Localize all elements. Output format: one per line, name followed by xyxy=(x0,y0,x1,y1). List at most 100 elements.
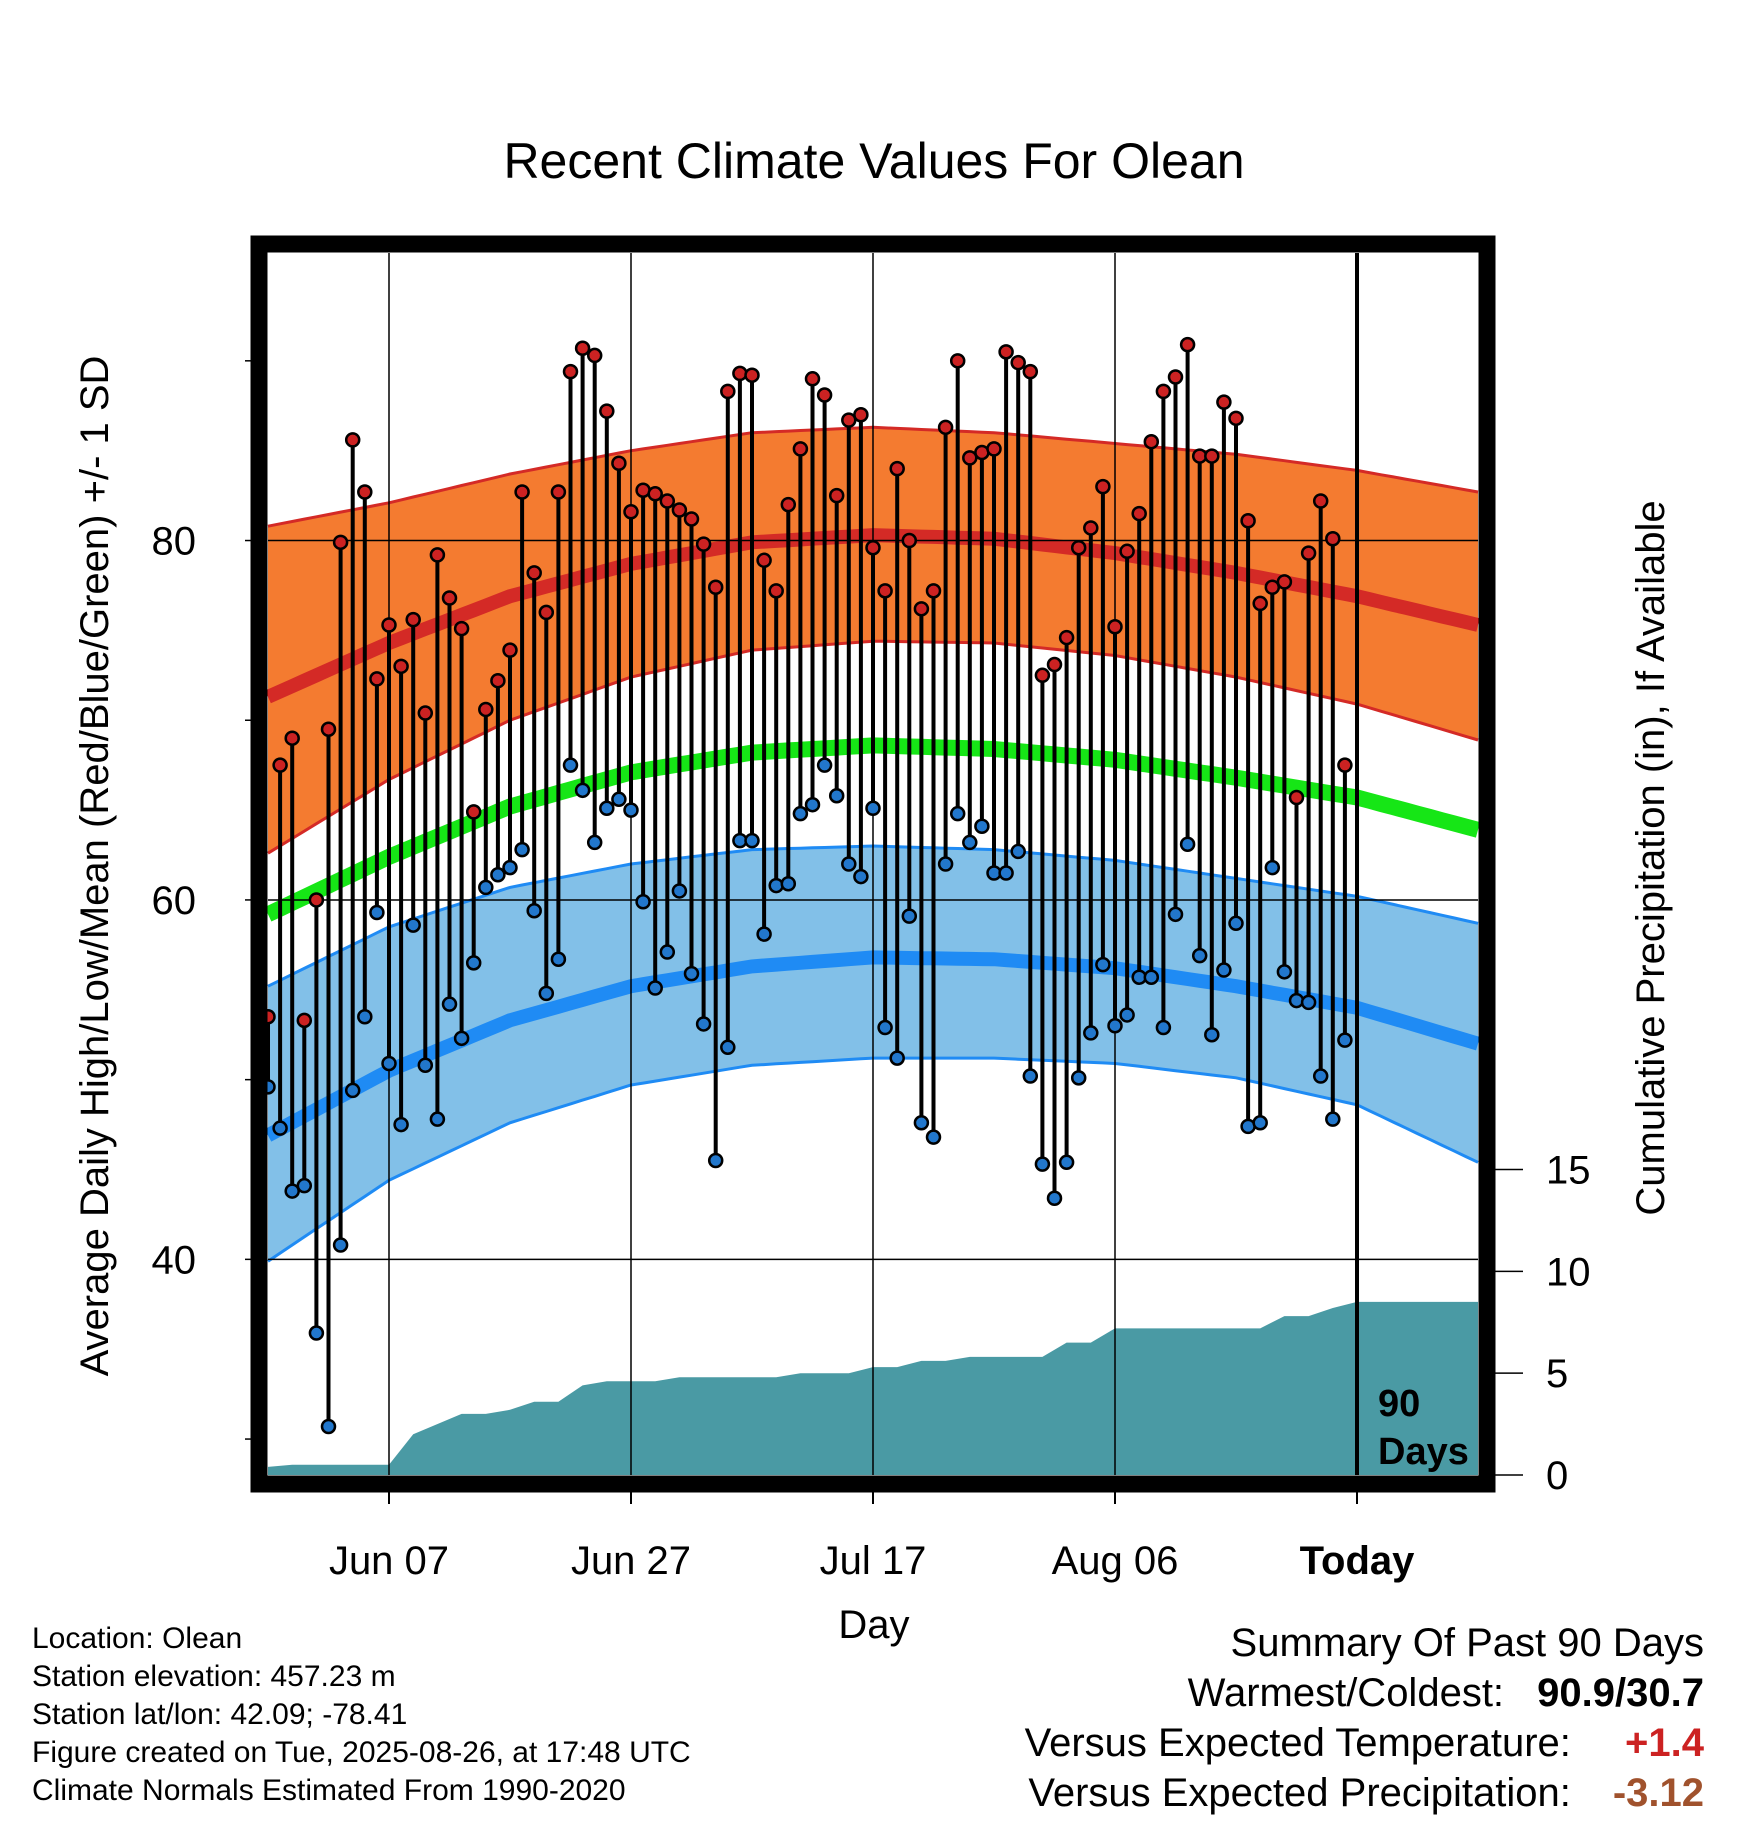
daily-high-point xyxy=(453,620,470,637)
daily-high-point xyxy=(272,757,288,773)
daily-low-point xyxy=(465,955,482,971)
daily-low-point xyxy=(962,834,978,851)
daily-low-point xyxy=(393,1116,409,1133)
daily-high-point xyxy=(429,547,446,563)
temp-departure-label: Versus Expected Temperature: xyxy=(1024,1721,1571,1765)
daily-high-point xyxy=(1325,530,1341,547)
latlon-text: Station lat/lon: 42.09; -78.41 xyxy=(32,1698,408,1731)
daily-high-point xyxy=(889,460,905,477)
daily-low-point xyxy=(1179,836,1196,852)
daily-low-point xyxy=(538,985,555,1002)
y-tick-label: 40 xyxy=(152,1238,197,1282)
daily-high-point xyxy=(1179,336,1196,353)
daily-low-point xyxy=(828,787,845,804)
daily-low-point xyxy=(586,834,603,851)
daily-high-point xyxy=(1264,579,1281,596)
daily-high-point xyxy=(599,403,615,419)
daily-low-point xyxy=(502,859,518,876)
daily-low-point xyxy=(369,904,385,921)
y-tick-label: 80 xyxy=(152,520,197,564)
daily-low-point xyxy=(514,841,530,858)
daily-high-point xyxy=(1010,354,1026,371)
daily-low-point xyxy=(1022,1068,1039,1084)
daily-low-point xyxy=(647,980,663,996)
daily-high-point xyxy=(732,365,748,382)
daily-high-point xyxy=(1131,505,1147,522)
daily-low-point xyxy=(707,1152,724,1169)
daily-low-point xyxy=(1288,992,1305,1009)
daily-low-point xyxy=(635,893,651,910)
daily-low-point xyxy=(562,757,579,773)
daily-high-point xyxy=(1022,363,1039,380)
daily-low-point xyxy=(1325,1111,1341,1127)
normals-text: Climate Normals Estimated From 1990-2020 xyxy=(32,1774,626,1807)
daily-high-point xyxy=(1070,539,1087,556)
daily-low-point xyxy=(1167,906,1184,923)
x-tick-label: Jun 27 xyxy=(571,1539,691,1583)
daily-high-point xyxy=(913,601,930,617)
daily-high-point xyxy=(756,552,772,569)
daily-low-point xyxy=(683,965,700,982)
daily-high-point xyxy=(478,701,494,718)
daily-high-point xyxy=(865,539,881,556)
daily-low-point xyxy=(623,802,639,818)
daily-low-point xyxy=(611,791,627,808)
precip-departure-label: Versus Expected Precipitation: xyxy=(1028,1771,1571,1815)
daily-low-point xyxy=(490,867,506,883)
daily-high-point xyxy=(1155,383,1172,400)
daily-high-point xyxy=(1167,369,1184,385)
daily-low-point xyxy=(889,1050,905,1066)
daily-low-point xyxy=(1337,1032,1353,1048)
daily-high-point xyxy=(502,642,518,658)
daily-high-point xyxy=(671,502,688,518)
daily-low-point xyxy=(1010,843,1026,860)
daily-low-point xyxy=(937,856,954,872)
daily-high-point xyxy=(1095,478,1111,495)
daily-low-point xyxy=(949,805,966,822)
daily-high-point xyxy=(804,371,821,387)
daily-low-point xyxy=(332,1237,349,1253)
daily-low-point xyxy=(1228,915,1244,932)
location-text: Location: Olean xyxy=(32,1622,243,1655)
daily-high-point xyxy=(344,432,361,448)
daily-high-point xyxy=(1046,656,1063,673)
elevation-text: Station elevation: 457.23 m xyxy=(32,1660,396,1693)
daily-high-point xyxy=(1228,410,1244,427)
daily-high-point xyxy=(562,363,579,380)
station-info: Location: Olean Station elevation: 457.2… xyxy=(32,1620,691,1810)
daily-low-point xyxy=(1119,1007,1135,1023)
daily-high-point xyxy=(792,441,809,457)
daily-high-point xyxy=(816,387,833,403)
daily-high-point xyxy=(1300,545,1317,561)
x-tick-label: Jul 17 xyxy=(820,1539,927,1583)
daily-high-point xyxy=(465,804,482,820)
daily-high-point xyxy=(514,484,530,500)
daily-high-point xyxy=(1204,448,1220,464)
warmest-coldest-value: 90.9/30.7 xyxy=(1537,1671,1704,1715)
daily-high-point xyxy=(586,347,603,364)
y2-tick-label: 0 xyxy=(1546,1454,1568,1498)
daily-points xyxy=(260,336,1353,1435)
daily-low-point xyxy=(296,1177,313,1194)
daily-low-point xyxy=(744,832,760,849)
daily-high-point xyxy=(744,367,760,383)
y2-tick-label: 15 xyxy=(1546,1149,1591,1193)
daily-high-point xyxy=(441,590,458,606)
daily-high-point xyxy=(1337,757,1353,773)
daily-low-point xyxy=(780,876,797,892)
daily-high-point xyxy=(925,583,942,599)
daily-high-point xyxy=(1240,513,1256,529)
today-days-number: 90 xyxy=(1378,1383,1420,1425)
daily-low-point xyxy=(1216,962,1232,978)
daily-low-point xyxy=(913,1115,930,1131)
daily-high-point xyxy=(720,383,736,400)
daily-high-point xyxy=(707,579,724,596)
daily-low-point xyxy=(671,883,688,899)
daily-low-point xyxy=(320,1418,337,1435)
y2-tick-label: 10 xyxy=(1546,1250,1591,1294)
daily-low-point xyxy=(1204,1026,1220,1043)
daily-high-point xyxy=(308,892,325,908)
daily-low-point xyxy=(453,1030,470,1047)
daily-high-point xyxy=(998,344,1014,360)
